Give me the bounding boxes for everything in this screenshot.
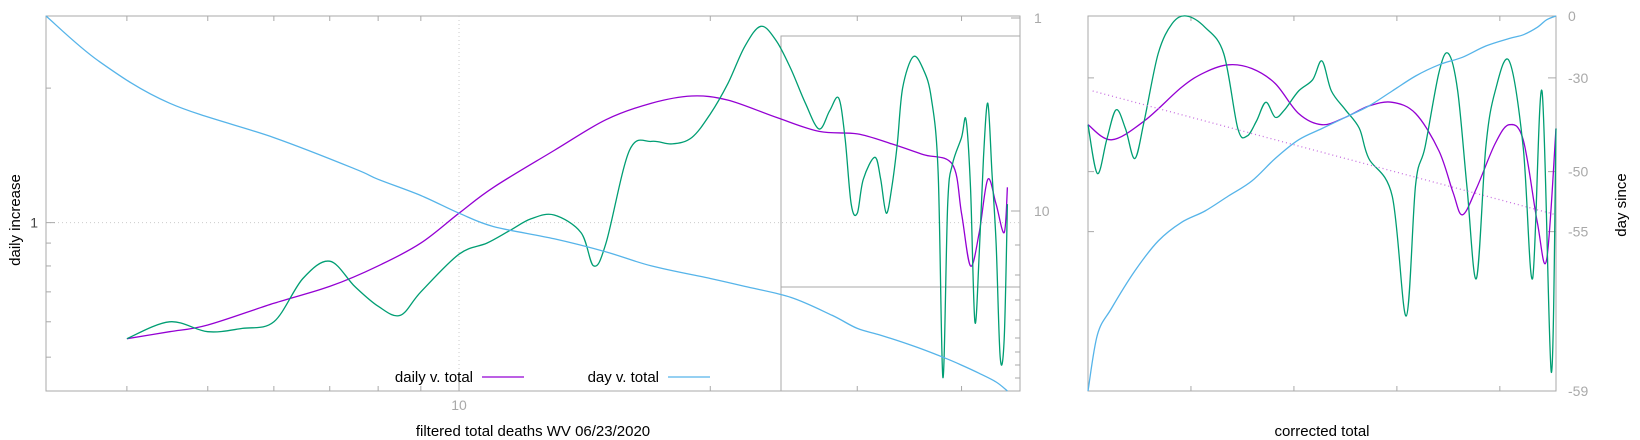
- legend-entry-day-label: day v. total: [588, 369, 659, 386]
- right-plot-frame: [1087, 15, 1557, 392]
- legend: daily v. total day v. total: [395, 369, 710, 386]
- right-series-line-1: [1087, 15, 1557, 373]
- right-y2-tick-label: -55: [1568, 224, 1588, 240]
- y2-tick-label: 10: [1034, 203, 1050, 219]
- right-ylabel: day since: [1613, 173, 1630, 236]
- left-series-group: [45, 15, 1009, 392]
- right-ticks: 0 -30 -50 -55 -59: [1088, 8, 1588, 399]
- inset-box: [780, 35, 1021, 392]
- y2-tick-label: 1: [1034, 10, 1042, 26]
- right-y2-tick-label: 0: [1568, 8, 1576, 24]
- legend-entry-daily-label: daily v. total: [395, 369, 473, 386]
- right-y2-tick-label: -50: [1568, 164, 1588, 180]
- right-series-group: [1087, 15, 1557, 392]
- left-series-line-2: [45, 15, 1008, 392]
- left-ticks: 10 1 1 10: [30, 10, 1050, 413]
- y-tick-label: 1: [30, 215, 38, 231]
- right-y2-tick-label: -30: [1568, 70, 1588, 86]
- left-series-line-1: [126, 25, 1009, 379]
- left-xlabel: filtered total deaths WV 06/23/2020: [416, 423, 650, 440]
- right-series-line-3: [1092, 90, 1557, 216]
- x-tick-label: 10: [451, 397, 467, 413]
- left-grid: [46, 16, 1020, 391]
- right-series-line-2: [1087, 15, 1557, 392]
- left-series-line-0: [126, 95, 1009, 340]
- left-plot-frame: [45, 15, 1021, 392]
- left-ylabel: daily increase: [7, 174, 24, 266]
- right-series-line-0: [1087, 63, 1557, 265]
- right-y2-tick-label: -59: [1568, 383, 1588, 399]
- right-xlabel: corrected total: [1274, 423, 1369, 440]
